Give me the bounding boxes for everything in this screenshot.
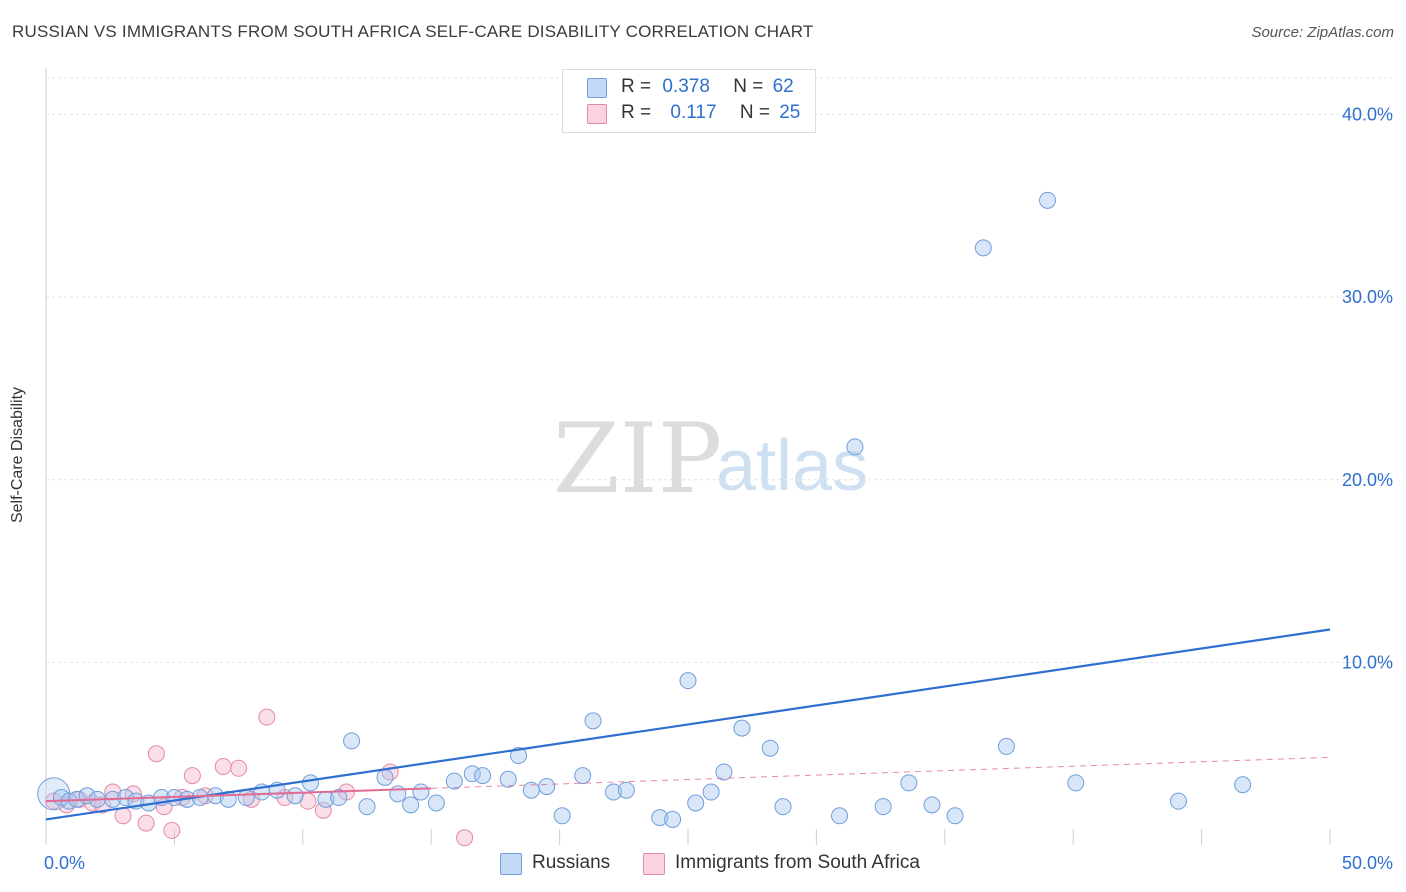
trend-lines [45, 628, 1331, 821]
watermark: ZIP atlas [553, 403, 868, 515]
data-point [286, 787, 304, 805]
data-point [574, 767, 592, 785]
data-point [538, 778, 556, 796]
series-immigrants [45, 708, 474, 847]
data-point [510, 747, 528, 765]
watermark-zip: ZIP [553, 403, 722, 515]
data-point [402, 796, 420, 814]
data-point [37, 777, 71, 811]
data-point [104, 783, 122, 801]
axes [45, 68, 1331, 845]
y-tick-label: 20.0% [1342, 470, 1393, 490]
data-point [923, 796, 941, 814]
data-point [679, 672, 697, 690]
n-label: N = [733, 76, 764, 97]
r-value: 0.378 [662, 76, 710, 97]
data-point [258, 708, 276, 726]
data-point [147, 745, 165, 763]
data-point [1234, 776, 1252, 794]
data-point [358, 798, 376, 816]
data-point [343, 732, 361, 750]
data-point [499, 770, 517, 788]
n-label: N = [739, 102, 770, 123]
x-tick-label: 0.0% [44, 853, 85, 873]
data-point [761, 739, 779, 757]
data-point [427, 794, 445, 812]
data-point [183, 767, 201, 785]
legend-swatch-immigrants [643, 853, 665, 875]
legend-swatch-russians [587, 78, 607, 98]
data-point [874, 798, 892, 816]
legend-label-russians: Russians [532, 852, 611, 873]
data-point [474, 767, 492, 785]
data-point [774, 798, 792, 816]
chart-title: RUSSIAN VS IMMIGRANTS FROM SOUTH AFRICA … [12, 22, 814, 41]
data-point [237, 789, 255, 807]
data-point [605, 783, 623, 801]
data-point [114, 807, 132, 825]
data-point [687, 794, 705, 812]
y-axis-label: Self-Care Disability [9, 386, 26, 524]
trend-line-immigrants-extension [431, 756, 1331, 789]
data-point [974, 239, 992, 257]
r-value: 0.117 [670, 102, 717, 123]
data-point [1039, 191, 1057, 209]
legend-swatch-immigrants [587, 104, 607, 124]
data-point [702, 783, 720, 801]
x-tick-label: 50.0% [1342, 853, 1393, 873]
legend-label-immigrants: Immigrants from South Africa [675, 852, 920, 873]
trend-line-russians [45, 628, 1331, 821]
y-tick-label: 40.0% [1342, 105, 1393, 125]
data-points [37, 191, 1252, 847]
data-point [163, 821, 181, 839]
n-value: 25 [779, 102, 801, 123]
data-point [1169, 792, 1187, 810]
data-point [412, 783, 430, 801]
data-point [900, 774, 918, 792]
data-point [456, 829, 474, 847]
y-tick-label: 10.0% [1342, 652, 1393, 672]
data-point [651, 809, 669, 827]
r-label: R = [621, 76, 652, 97]
data-point [846, 438, 864, 456]
stats-legend: R = 0.378 N = 62 R = 0.117 N = 25 [562, 69, 816, 133]
y-tick-label: 30.0% [1342, 287, 1393, 307]
source-credit: Source: ZipAtlas.com [1251, 24, 1394, 41]
data-point [230, 759, 248, 777]
r-label: R = [621, 102, 652, 123]
data-point [314, 801, 332, 819]
data-point [463, 765, 481, 783]
data-point [997, 737, 1015, 755]
data-point [330, 789, 348, 807]
watermark-atlas: atlas [716, 426, 868, 506]
data-point [733, 719, 751, 737]
data-point [137, 814, 155, 832]
data-point [553, 807, 571, 825]
data-point [1067, 774, 1085, 792]
series-russians [37, 191, 1252, 828]
trend-line-immigrants [45, 787, 432, 803]
data-point [214, 757, 232, 775]
data-point [664, 810, 682, 828]
n-value: 62 [772, 76, 794, 97]
data-point [715, 763, 733, 781]
data-point [946, 807, 964, 825]
data-point [831, 807, 849, 825]
grid-lines [46, 77, 1392, 663]
data-point [584, 712, 602, 730]
data-point [389, 785, 407, 803]
data-point [302, 774, 320, 792]
tick-labels: 10.0% 20.0% 30.0% 40.0% 0.0% 50.0% [44, 105, 1393, 873]
data-point [445, 772, 463, 790]
legend-swatch-russians [500, 853, 522, 875]
data-point [617, 781, 635, 799]
data-point [376, 768, 394, 786]
